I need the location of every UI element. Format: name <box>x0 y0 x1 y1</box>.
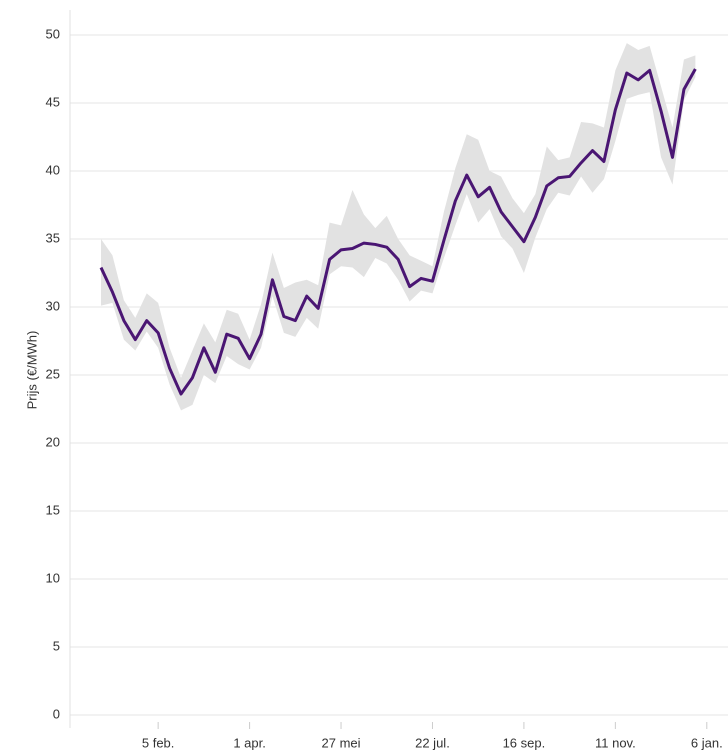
y-tick-label: 40 <box>46 162 60 177</box>
y-tick-label: 10 <box>46 570 60 585</box>
x-tick-label: 1 apr. <box>233 735 266 750</box>
y-tick-label: 45 <box>46 94 60 109</box>
y-tick-label: 50 <box>46 26 60 41</box>
price-line <box>99 68 697 396</box>
y-tick-label: 35 <box>46 230 60 245</box>
x-tick-label: 22 jul. <box>415 735 450 750</box>
y-tick-label: 30 <box>46 298 60 313</box>
y-tick-label: 0 <box>53 706 60 721</box>
y-tick-label: 20 <box>46 434 60 449</box>
x-tick-label: 27 mei <box>322 735 361 750</box>
x-tick-label: 11 nov. <box>595 735 636 750</box>
confidence-band <box>101 43 696 411</box>
x-tick-label: 16 sep. <box>503 735 546 750</box>
y-tick-label: 15 <box>46 502 60 517</box>
y-axis-label: Prijs (€/MWh) <box>24 331 39 410</box>
x-tick-label: 6 jan. <box>691 735 723 750</box>
y-tick-label: 5 <box>53 638 60 653</box>
x-tick-label: 5 feb. <box>142 735 175 750</box>
y-tick-label: 25 <box>46 366 60 381</box>
